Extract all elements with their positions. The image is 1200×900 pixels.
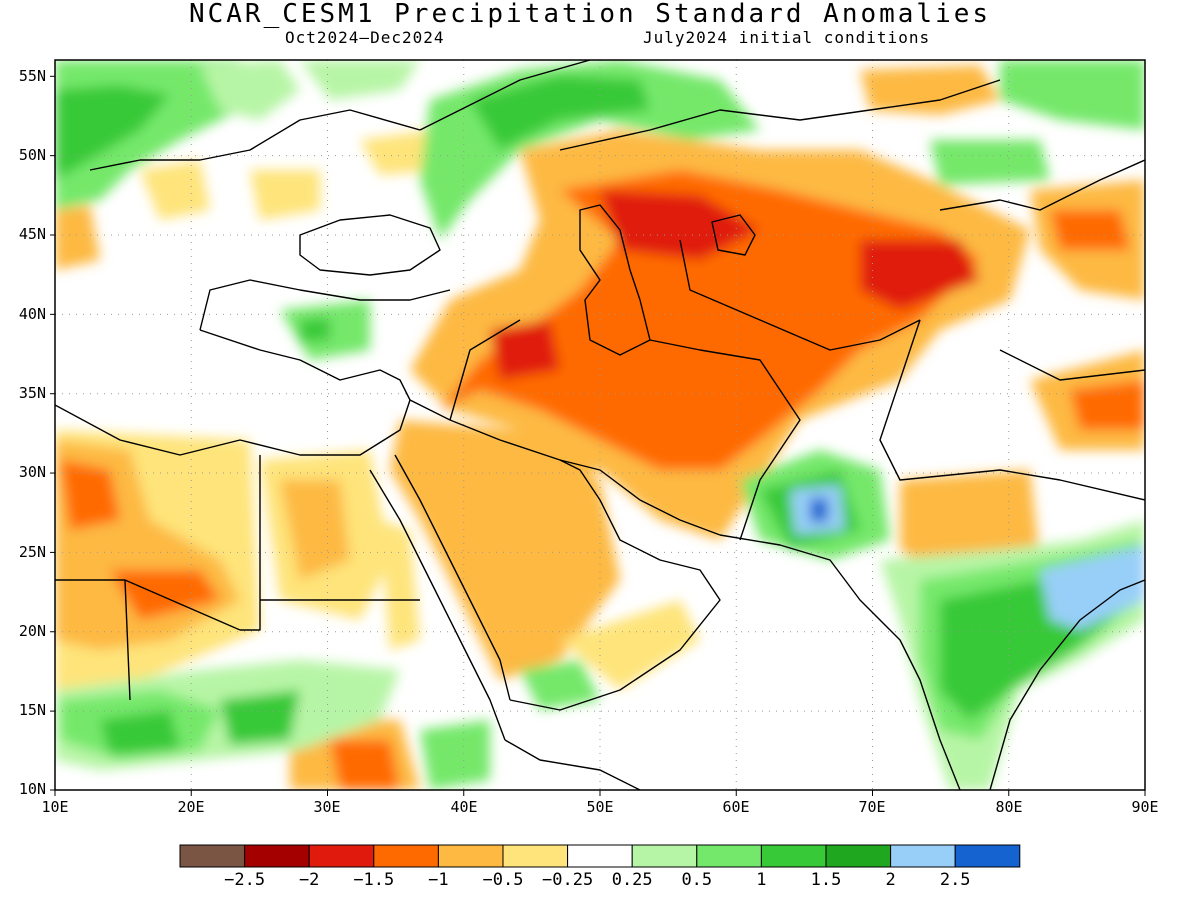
lat-label-15n: 15N [18,701,46,719]
forecast-period: Oct2024–Dec2024 [285,28,445,47]
lat-label-55n: 55N [18,67,46,85]
colorbar-label: 0.5 [681,870,713,890]
anomaly-region-d-mid [60,460,120,530]
lon-label-90e: 90E [1131,798,1159,816]
anomaly-region-w-strong [1040,545,1145,630]
anomaly-region-d-low [860,65,1000,115]
colorbar-swatch [567,844,633,868]
anomaly-region-w-mid [300,318,330,342]
anomaly-region-w-mid [470,75,650,150]
lon-label-80e: 80E [995,798,1023,816]
colorbar-swatch [954,844,1021,868]
anomaly-region-w-mid [220,690,300,745]
anomaly-region-w-weak [200,60,300,120]
coastlines [55,60,1145,790]
colorbar-swatch [631,844,698,868]
anomaly-region-d-mid [1050,210,1130,250]
anomaly-region-d-weak [140,160,210,220]
lon-label-20e: 20E [177,798,205,816]
map-title: NCAR_CESM1 Precipitation Standard Anomal… [188,0,992,29]
lat-label-50n: 50N [18,146,46,164]
lat-label-10n: 10N [18,780,46,798]
colorbar-label: −0.5 [482,870,524,890]
anomaly-region-w-mid [55,85,170,180]
colorbar-label: 1 [756,870,767,890]
colorbar-swatch [244,844,310,868]
lat-label-30n: 30N [18,463,46,481]
colorbar-label: −0.25 [542,870,594,890]
colorbar-label: 2 [885,870,896,890]
colorbar-swatch [502,844,569,868]
anomaly-region-w-low [520,660,600,710]
lat-label-40n: 40N [18,305,46,323]
anomaly-region-d-mid [1070,380,1145,430]
colorbar-swatch [308,844,375,868]
anomaly-region-w-low [930,140,1050,185]
colorbar-label: 1.5 [810,870,842,890]
lat-label-20n: 20N [18,622,46,640]
colorbar-label: −1.5 [353,870,395,890]
anomaly-region-d-low [390,420,620,680]
colorbar-label: −1 [428,870,449,890]
anomaly-field [55,60,1145,790]
colorbar-label: −2 [298,870,320,890]
anomaly-region-d-high [600,190,760,260]
lat-label-35n: 35N [18,384,46,402]
initial-conditions: July2024 initial conditions [643,28,931,47]
lon-label-40e: 40E [450,798,478,816]
anomaly-region-d-weak [250,170,320,220]
anomaly-region-d-low [280,480,350,580]
lon-label-10e: 10E [41,798,69,816]
anomaly-region-d-mid [330,740,400,790]
lon-label-70e: 70E [858,798,886,816]
anomaly-region-d-low [55,205,100,270]
colorbar-swatch [760,844,827,868]
anomaly-region-w-weak [300,60,420,100]
colorbar-swatch [696,844,762,868]
colorbar-label: 0.25 [611,870,653,890]
lat-label-45n: 45N [18,225,46,243]
lon-label-60e: 60E [722,798,750,816]
lon-label-50e: 50E [586,798,614,816]
anomaly-region-w-extreme [810,498,828,522]
anomaly-region-d-weak [380,520,420,650]
anomaly-region-d-weak [360,130,440,175]
colorbar-swatch [179,844,246,868]
lon-label-30e: 30E [313,798,341,816]
colorbar-swatch [373,844,439,868]
anomaly-region-d-mid [440,170,980,470]
anomaly-region-w-low [1000,60,1145,130]
colorbar-swatch [437,844,504,868]
axis-ticks [50,75,1146,796]
anomaly-region-d-high [490,320,560,380]
colorbar-swatch [890,844,956,868]
colorbar [179,844,1021,868]
colorbar-label: 2.5 [939,870,971,890]
anomaly-region-d-mid [110,570,220,620]
colorbar-label: −2.5 [224,870,266,890]
lat-label-25n: 25N [18,543,46,561]
anomaly-region-w-mid [100,710,180,755]
anomaly-region-w-low [420,720,490,790]
anomaly-region-d-high [860,240,980,310]
anomaly-region-d-weak [560,600,700,690]
colorbar-swatch [825,844,892,868]
